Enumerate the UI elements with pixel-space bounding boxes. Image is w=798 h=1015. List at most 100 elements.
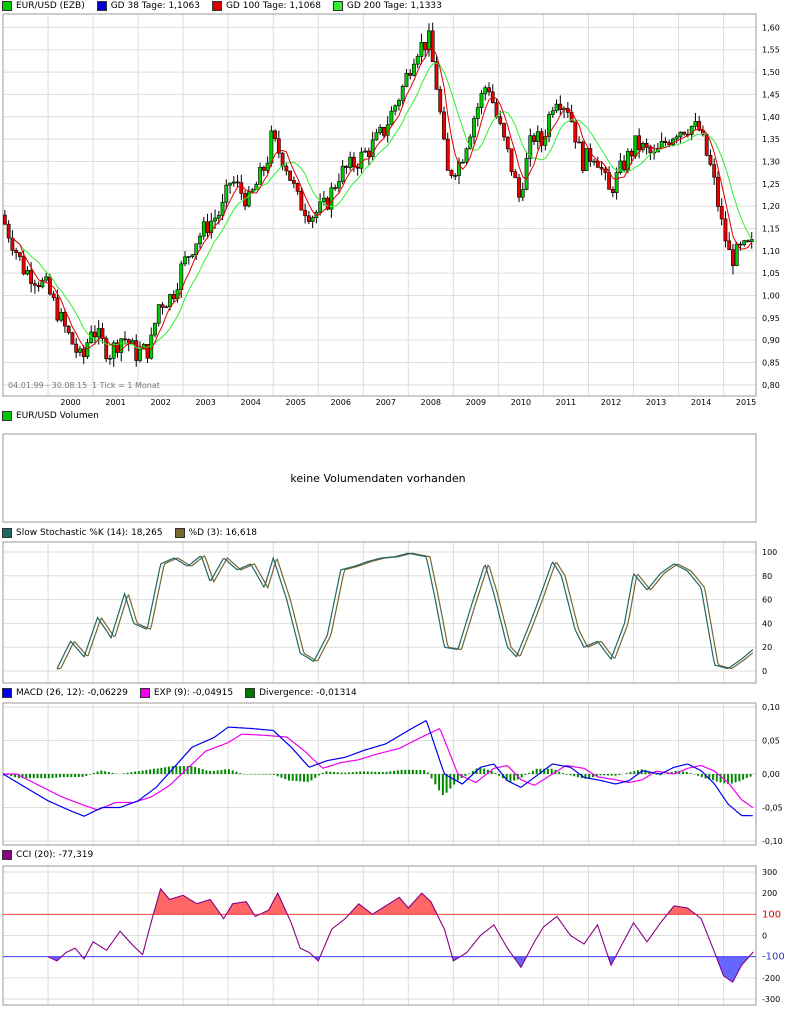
price-candle	[160, 304, 165, 308]
price-candle	[517, 177, 521, 198]
price-candle	[430, 30, 435, 63]
price-candle	[697, 121, 702, 131]
stoch-legend-item: Slow Stochastic %K (14): 18,265	[2, 528, 163, 538]
price-y-tick-label: 0,95	[762, 314, 780, 323]
price-x-tick-label: 2007	[376, 398, 396, 407]
price-candle	[209, 220, 214, 233]
price-candle	[689, 125, 694, 135]
price-y-tick-label: 1,50	[762, 68, 780, 77]
price-candle	[291, 180, 296, 184]
stoch-k-line	[56, 552, 754, 670]
price-candle	[96, 328, 101, 338]
macd-legend-item: MACD (26, 12): -0,06229	[2, 688, 128, 698]
price-candle	[513, 171, 518, 179]
price-candle	[483, 87, 488, 94]
price-x-tick-label: 2004	[241, 398, 261, 407]
price-x-tick-label: 2013	[646, 398, 666, 407]
price-candle	[213, 217, 217, 222]
price-candle	[644, 143, 649, 148]
price-y-tick-label: 1,60	[762, 23, 780, 32]
price-candle	[321, 197, 326, 203]
price-candle	[104, 338, 109, 359]
cci-y-tick-label: 100	[762, 909, 781, 920]
price-candle	[716, 176, 720, 207]
cci-y-tick-label: 200	[762, 889, 777, 898]
volume-legend-item: EUR/USD Volumen	[2, 411, 99, 421]
price-candle	[479, 93, 484, 108]
price-x-tick-label: 2002	[150, 398, 170, 407]
price-candle	[367, 150, 371, 158]
price-candle	[63, 312, 67, 327]
price-candle	[78, 348, 82, 353]
cci-y-tick-label: -100	[762, 952, 785, 963]
price-y-tick-label: 1,55	[762, 46, 780, 55]
price-candle	[453, 175, 458, 177]
price-y-tick-label: 1,35	[762, 135, 780, 144]
cci-y-tick-label: -200	[762, 974, 780, 983]
price-candle	[186, 256, 191, 258]
price-legend: EUR/USD (EZB) GD 38 Tage: 1,1063 GD 100 Ta…	[2, 0, 454, 12]
price-legend-item: GD 100 Tage: 1,1068	[211, 1, 321, 11]
price-candle	[303, 209, 308, 217]
price-candle	[70, 332, 75, 345]
price-candle	[449, 170, 454, 176]
price-y-tick-label: 1,25	[762, 180, 780, 189]
price-legend-item: GD 200 Tage: 1,1333	[332, 1, 442, 11]
cci-legend-swatch	[2, 850, 12, 860]
macd-y-tick-label: 0,00	[762, 770, 780, 779]
price-candle	[524, 158, 529, 190]
stoch-legend-swatch	[174, 528, 185, 538]
price-candle	[723, 218, 728, 242]
price-legend-label: GD 100 Tage: 1,1068	[225, 1, 321, 11]
stoch-y-tick-label: 40	[762, 619, 772, 628]
price-candle	[648, 146, 653, 154]
price-candle	[276, 138, 281, 154]
price-candle	[498, 116, 503, 124]
price-candle	[408, 73, 413, 76]
stoch-legend-item: %D (3): 16,618	[174, 528, 257, 538]
price-candle	[258, 166, 262, 185]
price-candle	[637, 135, 642, 150]
price-candle	[457, 161, 461, 176]
price-candle	[2, 214, 7, 225]
price-candle	[156, 304, 161, 324]
price-candle	[51, 293, 56, 299]
price-candle	[487, 87, 491, 93]
price-candle	[119, 338, 124, 353]
price-candle	[201, 221, 206, 237]
macd-y-tick-label: 0,05	[762, 737, 780, 746]
price-candle	[464, 148, 469, 163]
price-candle	[693, 121, 698, 127]
price-candle	[138, 348, 142, 361]
volume-empty-message: keine Volumendaten vorhanden	[290, 472, 466, 485]
price-candle	[610, 189, 615, 194]
price-candle	[468, 136, 473, 150]
price-y-tick-label: 1,40	[762, 113, 780, 122]
price-candle	[352, 156, 356, 168]
price-candle	[17, 252, 22, 257]
price-candle	[25, 270, 30, 275]
price-candle	[475, 107, 480, 119]
stoch-legend-label: Slow Stochastic %K (14): 18,265	[16, 528, 163, 538]
macd-legend-label: MACD (26, 12): -0,06229	[16, 688, 128, 698]
price-candle	[731, 249, 735, 266]
price-candle	[85, 342, 90, 357]
price-candle	[727, 240, 732, 250]
stoch-y-tick-label: 80	[762, 572, 772, 581]
price-candle	[228, 182, 232, 186]
macd-line	[2, 719, 753, 817]
price-x-tick-label: 2008	[421, 398, 441, 407]
price-candle	[584, 148, 589, 171]
price-candle	[472, 118, 476, 138]
price-candle	[442, 111, 446, 140]
price-candle	[393, 105, 398, 112]
price-candle	[273, 130, 277, 139]
price-candle	[603, 168, 608, 173]
price-candle	[40, 279, 45, 288]
price-candle	[550, 110, 555, 115]
price-candle	[261, 166, 266, 171]
price-candle	[21, 256, 26, 275]
ma-100-line	[12, 47, 753, 352]
price-candle	[734, 243, 739, 266]
price-x-tick-label: 2005	[286, 398, 306, 407]
